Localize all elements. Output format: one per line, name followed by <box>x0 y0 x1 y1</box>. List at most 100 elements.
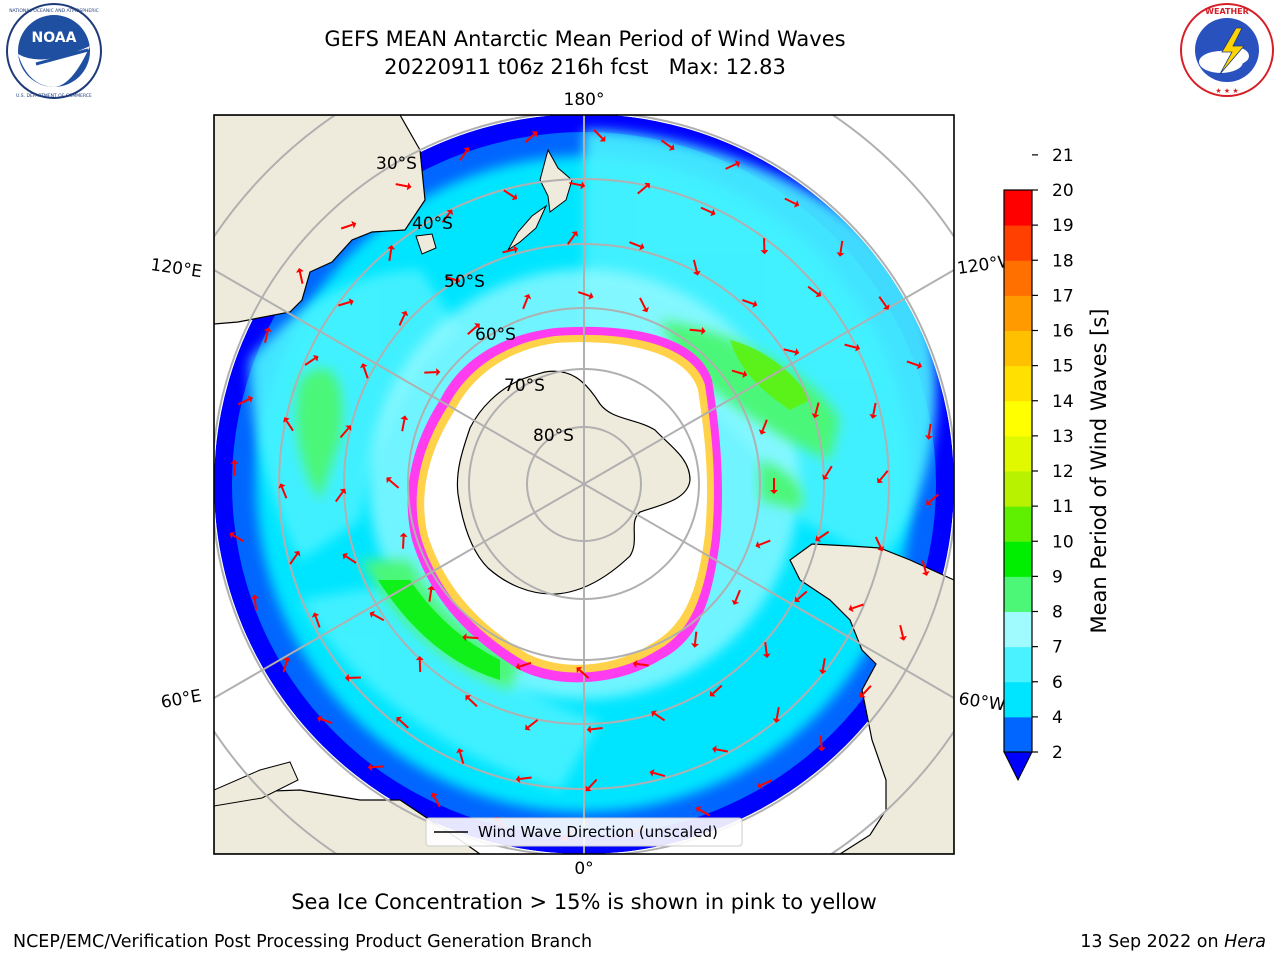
wind-wave-arrowhead <box>794 596 801 603</box>
wind-wave-arrowhead <box>632 660 638 668</box>
wind-wave-arrowhead <box>387 245 396 250</box>
wind-wave-arrowhead <box>455 276 461 285</box>
wind-wave-arrowhead <box>427 585 436 591</box>
wind-wave-arrow <box>824 465 833 477</box>
wind-wave-arrowhead <box>882 304 890 310</box>
wind-wave-arrow <box>314 615 321 628</box>
colorbar-swatch <box>1004 541 1032 577</box>
lat-label-50s: 50°S <box>444 272 485 292</box>
wind-wave-arrow <box>345 555 357 564</box>
wind-wave-arrowhead <box>772 718 781 723</box>
graticule <box>214 115 954 854</box>
plot-subtitle: 20220911 t06z 216h fcst Max: 12.83 <box>384 55 786 79</box>
colorbar-swatch <box>1004 716 1032 753</box>
colorbar-swatch <box>1004 260 1032 296</box>
wind-wave-arrow <box>459 149 468 161</box>
wind-wave-arrowhead <box>401 310 409 317</box>
wind-wave-arrow <box>861 685 872 696</box>
wind-wave-arrow <box>334 491 344 503</box>
wind-wave-arrowhead <box>586 725 592 734</box>
wind-wave-arrowhead <box>348 298 354 306</box>
wind-wave-arrowhead <box>396 716 403 723</box>
wind-wave-arrowhead <box>742 370 748 378</box>
wind-wave-arrowhead <box>278 483 286 489</box>
credit-host: Hera <box>1224 932 1266 952</box>
australia-landmass <box>214 115 426 325</box>
wind-wave-arrow <box>282 660 288 673</box>
wind-wave-arrowhead <box>758 429 767 435</box>
wind-wave-arrow <box>402 536 405 549</box>
wind-wave-arrow <box>921 560 927 573</box>
wind-wave-arrow <box>761 419 768 432</box>
wind-wave-arrowhead <box>755 541 761 549</box>
svg-text:NATIONAL OCEANIC AND ATMOSPHER: NATIONAL OCEANIC AND ATMOSPHERIC <box>9 8 99 14</box>
wind-wave-arrowhead <box>369 611 376 618</box>
wind-wave-arrow <box>712 684 723 695</box>
colorbar-tick-label: 21 <box>1052 146 1074 166</box>
wind-wave-arrow <box>872 402 877 415</box>
wind-wave-arrowhead <box>859 691 866 698</box>
wind-wave-arrowhead <box>701 326 706 335</box>
wind-wave-arrow <box>927 423 932 436</box>
wind-wave-arrow <box>654 712 666 722</box>
wind-wave-arrow <box>304 357 316 366</box>
wind-wave-arrow <box>637 185 648 195</box>
wind-wave-arrowhead <box>312 355 319 362</box>
wind-wave-arrow <box>639 297 647 310</box>
colorbar-swatch <box>1004 435 1032 472</box>
wind-wave-arrowhead <box>293 551 301 557</box>
colorbar-swatch <box>1004 471 1032 507</box>
wind-wave-arrowhead <box>815 290 822 298</box>
colorbar-tick-label: 10 <box>1052 532 1074 552</box>
wind-wave-arrow <box>428 589 433 602</box>
colorbar-tick-label: 8 <box>1052 603 1063 623</box>
colorbar-swatch <box>1004 611 1032 648</box>
wind-wave-arrowhead <box>386 477 392 484</box>
wind-wave-arrowhead <box>644 182 650 189</box>
tasmania-landmass <box>415 233 437 255</box>
wind-wave-arrow <box>289 553 298 565</box>
wind-wave-arrowhead <box>836 252 845 257</box>
wind-wave-arrow <box>467 697 478 708</box>
wind-wave-arrowhead <box>456 748 464 754</box>
wind-wave-arrowhead <box>515 662 521 671</box>
lat-label-80s: 80°S <box>533 426 574 446</box>
wind-wave-arrowhead <box>344 673 350 682</box>
wind-wave-arrow <box>814 402 820 415</box>
colorbar-tick-label: 9 <box>1052 567 1063 587</box>
wind-wave-arrow <box>783 348 796 354</box>
wind-wave-arrow <box>340 223 353 230</box>
wind-wave-arrowhead <box>367 763 373 772</box>
wind-wave-arrow <box>441 212 451 223</box>
wind-wave-arrow <box>424 371 437 374</box>
wind-wave-arrow <box>519 661 532 668</box>
map-frame <box>213 114 955 855</box>
wind-wave-arrowhead <box>770 490 778 494</box>
colorbar-swatch <box>1004 506 1032 542</box>
wind-wave-arrowhead <box>641 306 649 313</box>
south-america-landmass <box>789 543 954 854</box>
wind-wave-arrow <box>388 248 393 262</box>
wind-wave-arrowhead <box>446 209 453 216</box>
wind-wave-arrow <box>742 299 755 306</box>
wind-wave-arrow <box>444 275 457 282</box>
wind-wave-arrowhead <box>580 181 586 190</box>
wind-wave-arrow <box>459 751 465 764</box>
colorbar-tick-label: 6 <box>1052 673 1063 693</box>
wind-wave-arrowhead <box>400 415 409 421</box>
wind-wave-arrow <box>502 248 515 254</box>
wind-wave-arrowhead <box>710 208 716 217</box>
wind-wave-arrowhead <box>925 435 933 440</box>
wind-wave-arrow <box>253 598 257 611</box>
wind-wave-arrow <box>285 420 294 432</box>
wind-wave-arrowhead <box>899 635 907 641</box>
wind-wave-arrow <box>522 297 529 310</box>
wind-wave-arrowhead <box>511 193 518 201</box>
wind-wave-arrowhead <box>916 361 922 370</box>
colorbar-tick-label: 14 <box>1052 392 1074 412</box>
wind-wave-arrow <box>372 613 385 622</box>
credit-producer: NCEP/EMC/Verification Post Processing Pr… <box>13 932 593 952</box>
colorbar-swatch <box>1004 330 1032 367</box>
